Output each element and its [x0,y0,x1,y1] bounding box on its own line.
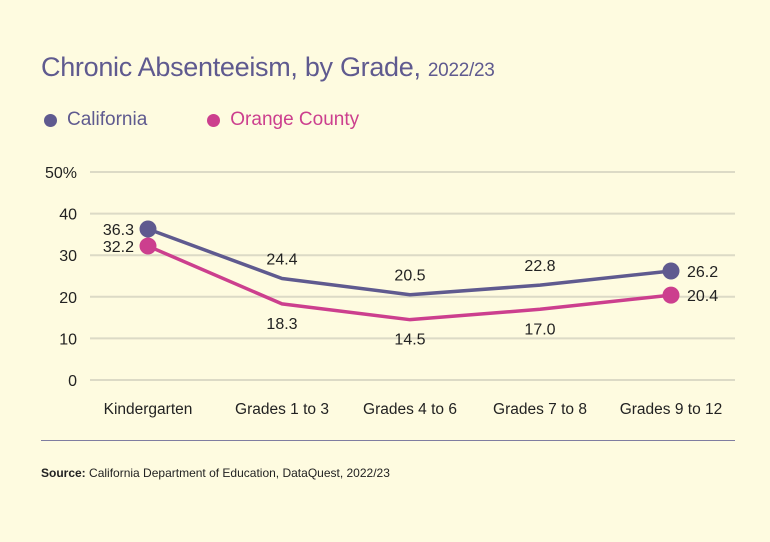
data-label: 14.5 [394,332,425,349]
data-labels: 36.3 24.4 20.5 22.8 26.2 32.2 18.3 14.5 17.0 20.4 [103,222,718,349]
x-tick-label: Kindergarten [104,401,193,418]
y-tick-label: 50% [45,165,77,182]
divider [41,440,735,441]
data-point [662,262,680,280]
legend-item-orange-county: Orange County [207,109,359,131]
data-label: 26.2 [687,264,718,281]
series-line-orange-county [147,244,672,322]
x-tick-label: Grades 7 to 8 [493,401,587,418]
legend: California Orange County [44,109,419,131]
data-label: 18.3 [266,316,297,333]
source-label: Source: [41,466,86,480]
legend-item-california: California [44,109,147,131]
gridlines [90,171,735,381]
series-line-california [147,227,672,297]
data-label: 22.8 [524,258,555,275]
legend-dot-icon [44,113,57,127]
data-point [139,220,157,238]
chart-title-main: Chronic Absenteeism, by Grade, [41,52,421,82]
y-tick-label: 40 [59,207,77,224]
chart-title-year: 2022/23 [427,60,495,81]
data-label: 20.4 [687,288,718,305]
y-tick-label: 10 [59,331,77,348]
x-tick-label: Grades 4 to 6 [363,401,457,418]
y-tick-label: 20 [59,290,77,307]
series-points [139,220,680,304]
data-label: 20.5 [394,268,425,285]
y-tick-label: 0 [68,373,77,390]
x-tick-label: Grades 1 to 3 [235,401,329,418]
x-tick-label: Grades 9 to 12 [620,401,723,418]
data-label: 24.4 [266,251,297,268]
data-label: 32.2 [103,239,134,256]
data-point [139,237,157,255]
source-note: Source: California Department of Educati… [41,466,390,480]
series-lines [147,227,672,322]
y-tick-label: 30 [59,248,77,265]
legend-dot-icon [207,113,221,127]
source-text: California Department of Education, Data… [89,466,390,480]
legend-label: Orange County [230,109,360,130]
x-axis-ticks: Kindergarten Grades 1 to 3 Grades 4 to 6 Gr… [104,401,723,418]
data-point [662,286,680,304]
data-label: 36.3 [103,222,134,239]
chart-title: Chronic Absenteeism, by Grade, 2022/23 [41,52,495,83]
legend-label: California [67,109,148,130]
data-label: 17.0 [524,321,555,338]
y-axis-ticks: 0 10 20 30 40 50% [45,165,77,390]
